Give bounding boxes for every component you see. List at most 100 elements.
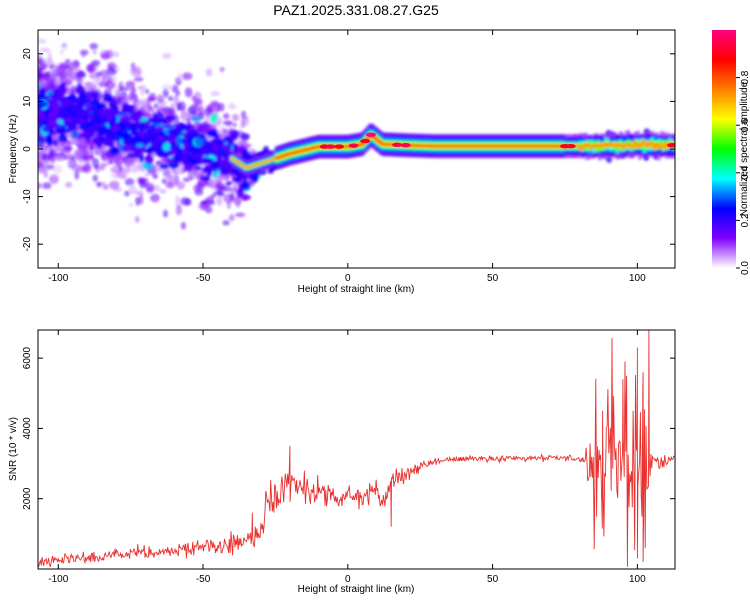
heatmap-cell (131, 71, 139, 77)
x-tick-label: -100 (48, 273, 68, 284)
heatmap-cell (158, 130, 166, 137)
heatmap-cell (72, 98, 83, 103)
heatmap-cell (232, 122, 237, 128)
heatmap-cell (91, 59, 101, 67)
heatmap-cell (190, 116, 202, 122)
heatmap-cell (119, 85, 124, 92)
ridge-cell (241, 164, 246, 167)
heatmap-cell (38, 83, 43, 89)
heatmap-cell (194, 136, 205, 147)
heatmap-layer (38, 38, 675, 230)
heatmap-cell (95, 139, 103, 145)
heatmap-cell (82, 164, 92, 174)
heatmap-cell (77, 129, 82, 134)
heatmap-cell (213, 133, 221, 138)
snr-x-label: Height of straight line (km) (298, 584, 415, 595)
ridge-cell (631, 144, 636, 149)
hot-spot (325, 144, 336, 149)
colorbar-tick-label: 0.2 (740, 213, 750, 227)
spectrogram-y-label: Frequency (Hz) (8, 115, 19, 184)
ridge-cell (632, 140, 637, 144)
heatmap-cell (135, 196, 141, 206)
heatmap-cell (134, 190, 144, 196)
heatmap-cell (89, 43, 99, 50)
x-tick-label: 100 (629, 273, 646, 284)
heatmap-cell (108, 180, 120, 190)
heatmap-cell (139, 193, 144, 205)
x-tick-label: 50 (487, 273, 499, 284)
heatmap-cell (229, 193, 235, 202)
heatmap-cell (53, 155, 65, 162)
heatmap-cell (74, 153, 83, 161)
heatmap-cell (139, 85, 145, 97)
heatmap-cell (161, 118, 167, 125)
heatmap-cell (133, 116, 142, 122)
heatmap-cell (48, 64, 54, 70)
heatmap-cell (178, 72, 183, 81)
colorbar-label: Normalized spectral amplitude (739, 81, 750, 216)
heatmap-cell (237, 125, 243, 132)
y-tick-label: 6000 (22, 347, 33, 370)
heatmap-cell (38, 163, 46, 174)
heatmap-cell (38, 56, 44, 66)
heatmap-cell (153, 102, 159, 109)
hot-spot (565, 143, 576, 149)
ridge-cell (650, 143, 655, 148)
heatmap-cell (199, 200, 208, 211)
heatmap-cell (52, 139, 59, 147)
heatmap-cell (152, 174, 158, 179)
heatmap-cell (86, 63, 95, 72)
heatmap-cell (125, 80, 136, 88)
ridge-cell (365, 137, 370, 141)
heatmap-cell (236, 187, 244, 195)
heatmap-cell (38, 159, 42, 166)
heatmap-cell (83, 81, 93, 92)
heatmap-cell (112, 146, 120, 154)
heatmap-cell (71, 130, 79, 139)
heatmap-cell (224, 144, 230, 153)
ridge-cell (618, 143, 623, 147)
heatmap-cell (191, 153, 202, 159)
heatmap-cell (90, 80, 99, 87)
snr-panel: -100 -50 0 50 100 2000 4000 6000 Height of str… (8, 329, 676, 595)
heatmap-cell (125, 158, 137, 166)
heatmap-cell (239, 133, 250, 141)
heatmap-cell (38, 72, 47, 78)
heatmap-cell (152, 140, 164, 151)
heatmap-cell (203, 107, 214, 117)
ridge-cell (366, 135, 371, 139)
ridge-cell (655, 144, 660, 149)
heatmap-cell (235, 212, 246, 218)
ridge-cell (648, 141, 653, 146)
heatmap-cell (64, 117, 73, 123)
heatmap-cell (215, 173, 223, 185)
heatmap-cell (184, 87, 193, 98)
heatmap-cell (38, 100, 48, 108)
heatmap-cell (101, 76, 106, 83)
heatmap-cell (38, 182, 42, 189)
heatmap-cell (231, 113, 240, 122)
heatmap-cell (38, 115, 44, 125)
x-tick-label: 0 (345, 273, 351, 284)
heatmap-cell (226, 104, 238, 110)
heatmap-cell (40, 62, 49, 70)
snr-series-line (38, 330, 675, 568)
ridge-cell (639, 142, 644, 147)
heatmap-cell (78, 91, 86, 100)
heatmap-cell (118, 161, 123, 173)
heatmap-cell (159, 164, 169, 170)
heatmap-cell (47, 136, 53, 146)
heatmap-cell (137, 123, 148, 132)
heatmap-cell (43, 109, 50, 115)
ridge-cell (360, 142, 365, 146)
heatmap-cell (121, 133, 132, 141)
heatmap-cell (98, 109, 106, 116)
heatmap-cell (180, 221, 186, 230)
heatmap-cell (77, 102, 83, 112)
ridge-cell (231, 158, 236, 161)
x-tick-label: -50 (196, 273, 211, 284)
heatmap-cell (235, 197, 240, 206)
heatmap-cell (184, 152, 190, 161)
heatmap-cell (240, 120, 251, 126)
